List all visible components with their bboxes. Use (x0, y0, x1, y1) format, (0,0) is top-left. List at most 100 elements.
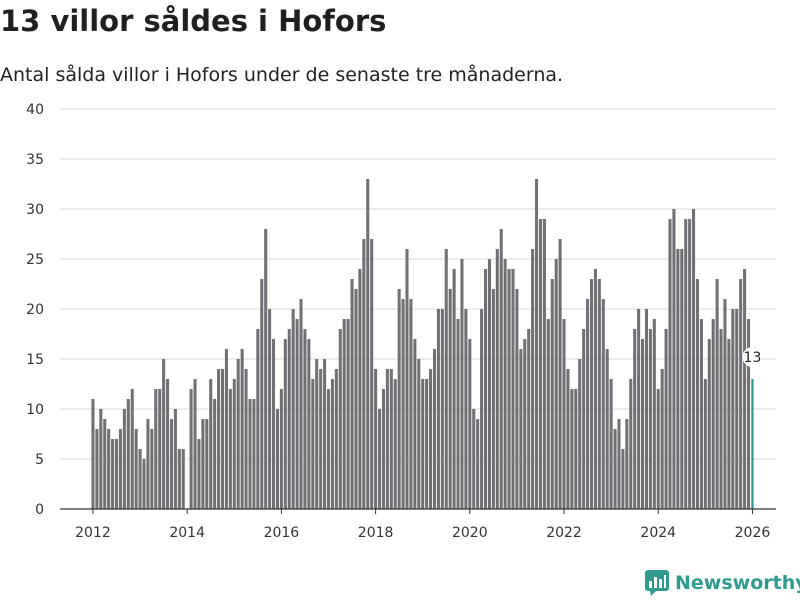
bar (464, 309, 468, 509)
bar (95, 429, 99, 509)
bar (731, 309, 735, 509)
bar (707, 339, 711, 509)
bar (538, 219, 542, 509)
bar (99, 409, 103, 509)
bar (181, 449, 185, 509)
bar (637, 309, 641, 509)
bar (562, 319, 566, 509)
bar (507, 269, 511, 509)
bar (421, 379, 425, 509)
bar (315, 359, 319, 509)
bar (625, 419, 629, 509)
bar-chart-icon (645, 570, 669, 596)
bar (303, 329, 307, 509)
bar (307, 339, 311, 509)
x-tick-label: 2016 (264, 525, 300, 541)
bar (727, 339, 731, 509)
bar (346, 319, 350, 509)
bar (224, 349, 228, 509)
bar (574, 389, 578, 509)
bar (648, 329, 652, 509)
bar (735, 309, 739, 509)
bar (260, 279, 264, 509)
bar (169, 419, 174, 509)
x-tick-label: 2014 (169, 525, 205, 541)
y-tick-label: 35 (26, 152, 44, 168)
bar (660, 369, 664, 509)
bar (122, 409, 126, 509)
bar (405, 249, 409, 509)
bar (491, 289, 495, 509)
bar (601, 299, 605, 509)
bar (138, 449, 142, 509)
bar (177, 449, 181, 509)
bar (487, 259, 491, 509)
bar (641, 339, 645, 509)
bar (676, 249, 680, 509)
bar (746, 319, 751, 509)
bar-series (91, 179, 754, 509)
bar (201, 419, 205, 509)
bar (319, 369, 323, 509)
newsworthy-logo: Newsworthy (645, 570, 800, 596)
bar (287, 329, 291, 509)
y-tick-label: 15 (26, 352, 44, 368)
bar (456, 319, 460, 509)
bar (472, 409, 476, 509)
bar (173, 409, 177, 509)
x-axis: 2012 2014 2016 2018 2020 2022 2024 2026 (60, 508, 776, 541)
bar (425, 379, 429, 509)
annotation-bubble (742, 347, 763, 367)
bar (283, 339, 287, 509)
bar (366, 179, 370, 509)
bar (256, 329, 260, 509)
bar (531, 249, 535, 509)
bar (711, 319, 715, 509)
bar (503, 259, 507, 509)
bar (193, 379, 197, 509)
bar (220, 369, 225, 509)
bar (397, 289, 401, 509)
bar (672, 209, 676, 509)
bar (633, 329, 637, 509)
bar (158, 389, 162, 509)
bar (393, 379, 397, 509)
bar (680, 249, 684, 509)
bar-chart: 0 5 10 15 20 25 30 35 40 2012 2014 2016 2018 2020 202… (26, 102, 776, 541)
bar (468, 339, 472, 509)
bar (118, 429, 122, 509)
bar (111, 439, 115, 509)
bar (150, 429, 154, 509)
bar (107, 429, 111, 509)
bar (291, 309, 295, 509)
bar (684, 219, 688, 509)
bar (389, 369, 393, 509)
bar (542, 219, 546, 509)
bar (617, 419, 621, 509)
bar (499, 229, 503, 509)
bar (436, 309, 440, 509)
x-tick-label: 2024 (640, 525, 676, 541)
bar (413, 339, 417, 509)
bar (103, 419, 107, 509)
bar (723, 299, 727, 509)
bar (252, 399, 256, 509)
bar (358, 269, 362, 509)
y-tick-label: 30 (26, 202, 44, 218)
bar (699, 319, 703, 509)
bar (279, 389, 283, 509)
y-tick-label: 40 (26, 102, 44, 118)
bar (644, 309, 648, 509)
annotation-label: 13 (744, 350, 762, 366)
bar (299, 299, 303, 509)
bar (703, 379, 707, 509)
x-tick-label: 2020 (452, 525, 488, 541)
chart-subtitle: Antal sålda villor i Hofors under de sen… (0, 64, 564, 86)
y-tick-label: 0 (35, 502, 44, 518)
bar (688, 219, 692, 509)
bar (197, 439, 201, 509)
bar (401, 299, 405, 509)
bar (621, 449, 625, 509)
bar (209, 379, 213, 509)
brand-name: Newsworthy (675, 572, 800, 594)
